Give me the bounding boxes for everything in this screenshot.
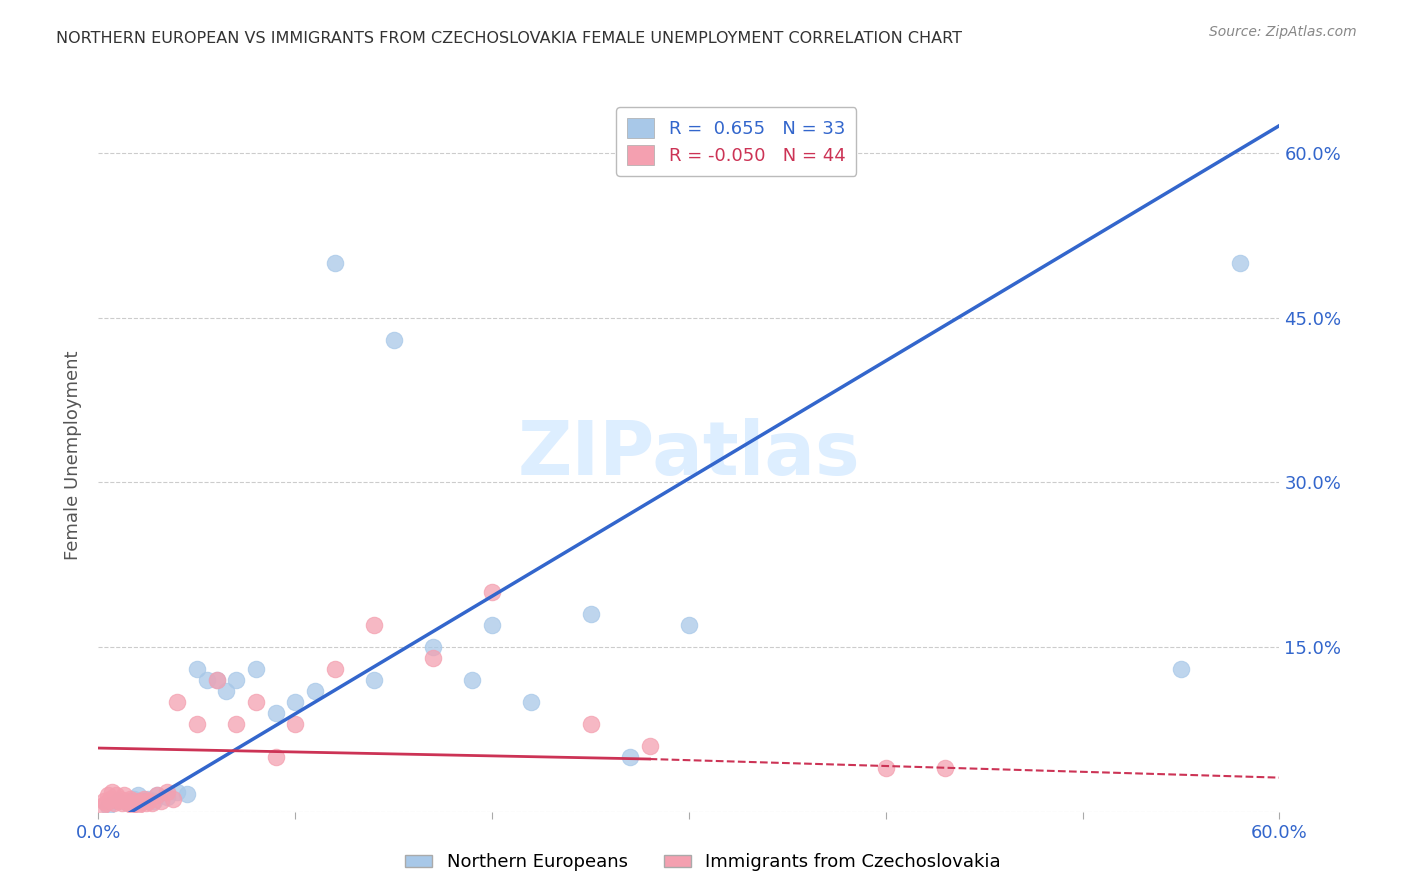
Point <box>205 673 228 687</box>
Point <box>579 717 602 731</box>
Point <box>136 791 159 805</box>
Point <box>934 761 956 775</box>
Point <box>176 787 198 801</box>
Point <box>166 695 188 709</box>
Point <box>127 798 149 813</box>
Point <box>97 799 120 814</box>
Point <box>422 640 444 654</box>
Point <box>156 785 179 799</box>
Point <box>166 785 188 799</box>
Point <box>117 796 139 810</box>
Point <box>225 717 247 731</box>
Point <box>112 789 135 803</box>
Point <box>284 695 307 709</box>
Point <box>117 796 139 810</box>
Point <box>245 695 267 709</box>
Point <box>520 695 543 709</box>
Point <box>118 791 141 805</box>
Point <box>186 717 208 731</box>
Point <box>579 607 602 621</box>
Point <box>284 717 307 731</box>
Point <box>108 791 131 805</box>
Legend: R =  0.655   N = 33, R = -0.050   N = 44: R = 0.655 N = 33, R = -0.050 N = 44 <box>616 107 856 176</box>
Text: Source: ZipAtlas.com: Source: ZipAtlas.com <box>1209 25 1357 39</box>
Point <box>245 662 267 676</box>
Point <box>93 794 115 808</box>
Y-axis label: Female Unemployment: Female Unemployment <box>65 351 83 559</box>
Point <box>461 673 484 687</box>
Legend: Northern Europeans, Immigrants from Czechoslovakia: Northern Europeans, Immigrants from Czec… <box>398 847 1008 879</box>
Point <box>363 618 385 632</box>
Point <box>1170 662 1192 676</box>
Point <box>678 618 700 632</box>
Point <box>132 791 155 805</box>
Point <box>115 794 138 808</box>
Point <box>105 789 128 803</box>
Point <box>136 794 159 808</box>
Point <box>98 791 121 805</box>
Point <box>638 739 661 753</box>
Point <box>128 796 150 810</box>
Text: ZIPatlas: ZIPatlas <box>517 418 860 491</box>
Point <box>107 794 129 808</box>
Point <box>162 791 184 805</box>
Point <box>264 749 287 764</box>
Point <box>107 794 129 808</box>
Point <box>122 796 145 810</box>
Point <box>122 791 145 805</box>
Point <box>225 673 247 687</box>
Point <box>146 789 169 803</box>
Point <box>1229 256 1251 270</box>
Point <box>111 796 134 810</box>
Point <box>97 789 120 803</box>
Point <box>481 618 503 632</box>
Point <box>205 673 228 687</box>
Point <box>131 794 153 808</box>
Point <box>146 789 169 803</box>
Point <box>142 794 165 808</box>
Point <box>481 585 503 599</box>
Point <box>156 790 179 805</box>
Point <box>101 785 124 799</box>
Point <box>125 794 148 808</box>
Point <box>304 684 326 698</box>
Point <box>323 662 346 676</box>
Point <box>96 796 118 810</box>
Point <box>121 798 143 813</box>
Point <box>131 794 153 808</box>
Point <box>619 749 641 764</box>
Text: NORTHERN EUROPEAN VS IMMIGRANTS FROM CZECHOSLOVAKIA FEMALE UNEMPLOYMENT CORRELAT: NORTHERN EUROPEAN VS IMMIGRANTS FROM CZE… <box>56 31 962 46</box>
Point <box>135 796 157 810</box>
Point <box>363 673 385 687</box>
Point <box>215 684 238 698</box>
Point <box>91 799 114 814</box>
Point <box>382 333 405 347</box>
Point <box>264 706 287 720</box>
Point <box>323 256 346 270</box>
Point <box>195 673 218 687</box>
Point <box>186 662 208 676</box>
Point <box>150 794 173 808</box>
Point <box>103 796 125 810</box>
Point <box>422 651 444 665</box>
Point <box>141 796 163 810</box>
Point <box>127 789 149 803</box>
Point <box>875 761 897 775</box>
